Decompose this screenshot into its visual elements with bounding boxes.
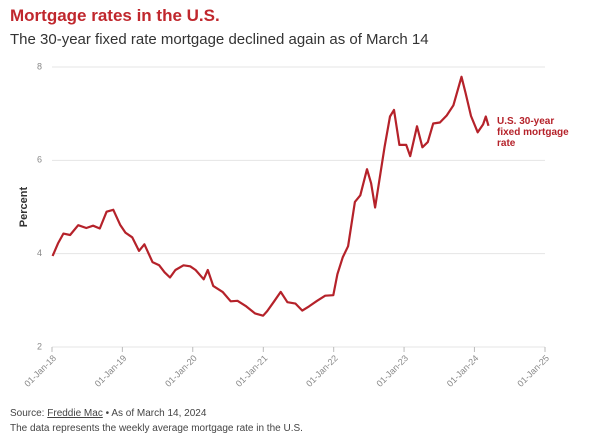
x-tick-label: 01-Jan-23 [374,353,410,389]
source-line: Source: Freddie Mac • As of March 14, 20… [10,408,206,419]
source-label: Source: [10,408,45,419]
chart-subtitle: The 30-year fixed rate mortgage declined… [10,31,429,48]
chart-title: Mortgage rates in the U.S. [10,6,220,25]
note: The data represents the weekly average m… [10,423,303,434]
x-tick-label: 01-Jan-20 [163,353,199,389]
x-tick-label: 01-Jan-21 [234,353,270,389]
line [51,75,490,317]
x-tick-label: 01-Jan-25 [515,353,551,389]
source-link[interactable]: Freddie Mac [47,408,103,419]
y-tick-label: 8 [37,61,42,71]
y-tick-label: 2 [37,341,42,351]
x-tick-label: 01-Jan-18 [22,353,58,389]
x-tick-label: 01-Jan-22 [304,353,340,389]
x-tick-label: 01-Jan-24 [445,353,481,389]
y-tick-label: 6 [37,155,42,165]
y-tick-label: 4 [37,248,42,258]
y-axis-label: Percent [18,186,30,227]
series-label: U.S. 30-year fixed mortgage rate [497,116,569,149]
source-date: • As of March 14, 2024 [105,408,207,419]
x-tick-label: 01-Jan-19 [93,353,129,389]
